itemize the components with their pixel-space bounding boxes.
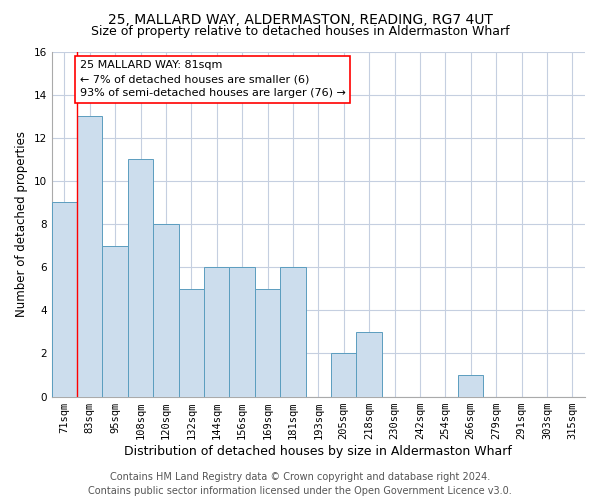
Bar: [458, 375, 484, 396]
Bar: [52, 202, 77, 396]
Text: Contains HM Land Registry data © Crown copyright and database right 2024.
Contai: Contains HM Land Registry data © Crown c…: [88, 472, 512, 496]
Bar: [128, 160, 153, 396]
Bar: [103, 246, 128, 396]
Y-axis label: Number of detached properties: Number of detached properties: [15, 131, 28, 317]
Bar: [255, 288, 280, 397]
Bar: [153, 224, 179, 396]
Bar: [204, 267, 229, 396]
Bar: [356, 332, 382, 396]
Bar: [77, 116, 103, 396]
X-axis label: Distribution of detached houses by size in Aldermaston Wharf: Distribution of detached houses by size …: [124, 444, 512, 458]
Text: 25, MALLARD WAY, ALDERMASTON, READING, RG7 4UT: 25, MALLARD WAY, ALDERMASTON, READING, R…: [107, 12, 493, 26]
Bar: [179, 288, 204, 397]
Bar: [331, 354, 356, 397]
Bar: [229, 267, 255, 396]
Bar: [280, 267, 305, 396]
Text: Size of property relative to detached houses in Aldermaston Wharf: Size of property relative to detached ho…: [91, 25, 509, 38]
Text: 25 MALLARD WAY: 81sqm
← 7% of detached houses are smaller (6)
93% of semi-detach: 25 MALLARD WAY: 81sqm ← 7% of detached h…: [80, 60, 346, 98]
